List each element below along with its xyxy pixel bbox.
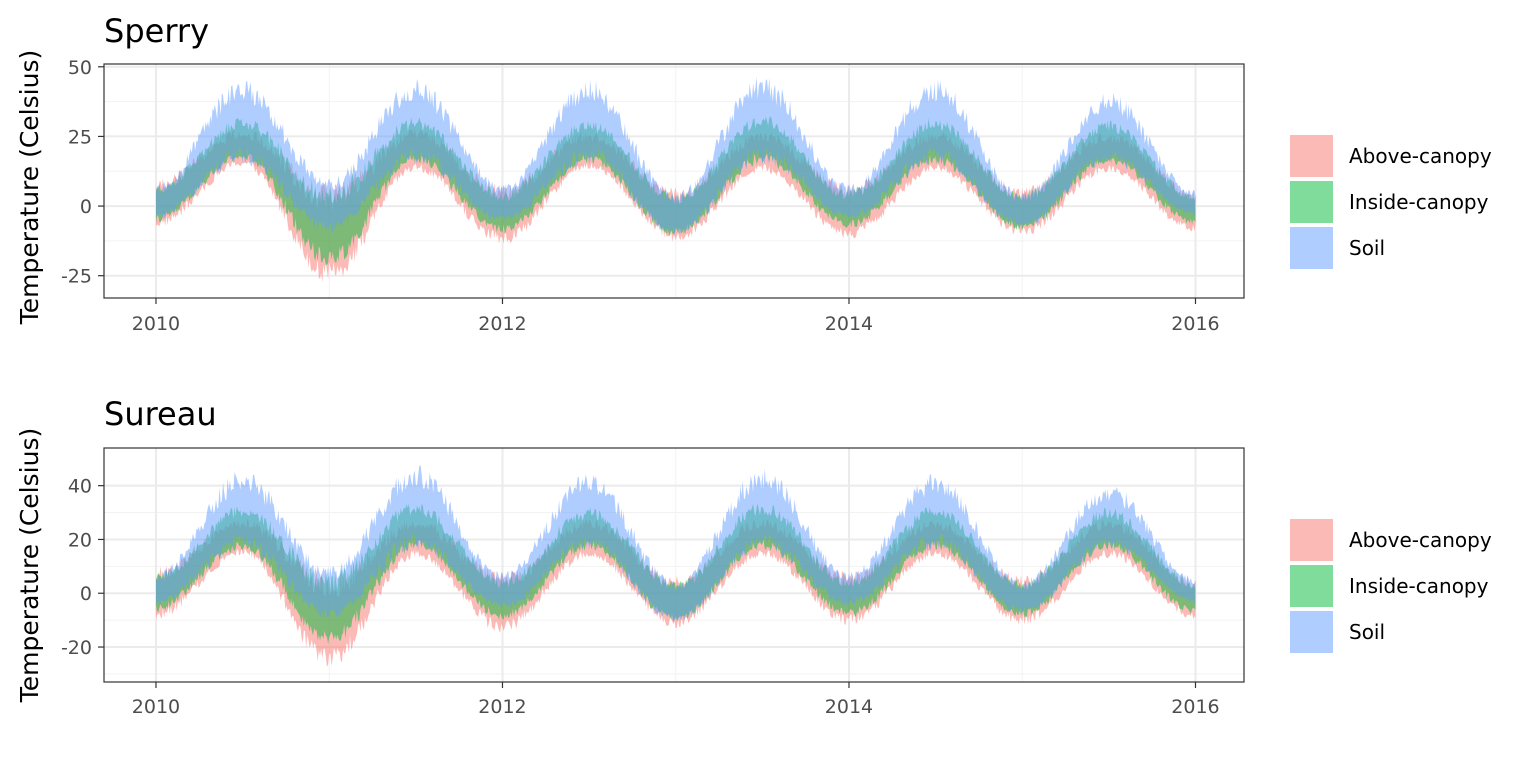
y-axis-label: Temperature (Celsius) [15,428,44,703]
y-tick-label: -25 [61,266,92,288]
plot-border [103,447,1245,683]
ribbon-soil [156,465,1196,623]
legend: Above-canopy Inside-canopy Soil [1290,519,1492,653]
x-tick-label: 2016 [1171,696,1219,718]
ribbon-soil [156,76,1196,235]
legend-label: Above-canopy [1349,144,1492,168]
chart-panel-sperry: -25 0 25 50 2010 2012 2014 2016 Sperry Temperatur… [15,12,1492,335]
y-axis-label: Temperature (Celsius) [15,50,44,325]
y-tick-label: 25 [68,126,92,148]
y-tick-label: 50 [68,57,92,79]
x-tick-label: 2012 [478,696,526,718]
plot-border [103,63,1245,299]
chart-title: Sureau [104,395,217,433]
y-tick-label: 20 [68,529,92,551]
y-tick-label: -20 [61,637,92,659]
legend-label: Soil [1349,236,1385,260]
legend-key [1290,227,1333,269]
series-group [156,465,1196,667]
x-tick-label: 2010 [132,313,180,335]
legend-label: Above-canopy [1349,528,1492,552]
legend-label: Inside-canopy [1349,574,1489,598]
legend-key [1290,519,1333,561]
legend-key [1290,565,1333,607]
y-tick-label: 40 [68,476,92,498]
x-tick-label: 2010 [132,696,180,718]
chart-panel-sureau: -20 0 20 40 2010 2012 2014 2016 Sureau Temperatur… [15,395,1492,718]
x-tick-label: 2014 [825,313,873,335]
legend-key [1290,611,1333,653]
legend: Above-canopy Inside-canopy Soil [1290,135,1492,269]
y-tick-label: 0 [80,196,92,218]
legend-label: Inside-canopy [1349,190,1489,214]
x-tick-label: 2016 [1171,313,1219,335]
y-tick-label: 0 [80,583,92,605]
x-tick-label: 2012 [478,313,526,335]
legend-key [1290,135,1333,177]
legend-key [1290,181,1333,223]
chart-title: Sperry [104,12,209,50]
legend-label: Soil [1349,620,1385,644]
series-group [156,76,1196,283]
x-tick-label: 2014 [825,696,873,718]
